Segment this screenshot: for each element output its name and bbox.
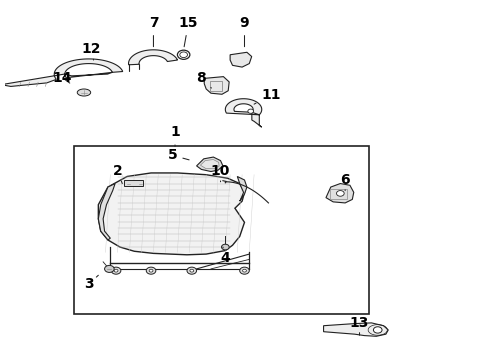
Text: 8: 8 — [196, 71, 211, 88]
Text: 11: 11 — [254, 88, 280, 104]
Text: 14: 14 — [53, 71, 72, 85]
Circle shape — [189, 269, 193, 272]
Bar — [209, 81, 222, 91]
Text: 3: 3 — [84, 275, 98, 291]
Polygon shape — [98, 173, 244, 255]
Circle shape — [373, 327, 381, 333]
Circle shape — [221, 244, 229, 250]
Text: 4: 4 — [220, 247, 230, 265]
Polygon shape — [225, 99, 261, 127]
Polygon shape — [128, 50, 177, 65]
Polygon shape — [98, 184, 115, 240]
Circle shape — [186, 267, 196, 274]
Bar — [74, 147, 368, 314]
Text: 5: 5 — [167, 148, 189, 162]
Polygon shape — [237, 176, 246, 201]
Polygon shape — [1, 59, 122, 86]
Ellipse shape — [77, 89, 90, 96]
Circle shape — [146, 267, 156, 274]
Text: 15: 15 — [178, 16, 198, 47]
Polygon shape — [323, 323, 387, 336]
Polygon shape — [204, 77, 229, 94]
Bar — [123, 180, 142, 186]
Circle shape — [114, 269, 118, 272]
Circle shape — [149, 269, 153, 272]
Bar — [329, 189, 346, 199]
Text: 13: 13 — [349, 316, 368, 335]
Text: 9: 9 — [239, 16, 249, 47]
Polygon shape — [230, 52, 251, 67]
Text: 2: 2 — [112, 164, 122, 184]
Polygon shape — [196, 157, 223, 171]
Circle shape — [242, 269, 246, 272]
Circle shape — [104, 265, 114, 273]
Polygon shape — [200, 159, 219, 169]
Text: 6: 6 — [340, 173, 349, 190]
Circle shape — [336, 190, 344, 196]
Text: 12: 12 — [81, 42, 101, 60]
Circle shape — [111, 267, 121, 274]
Text: 1: 1 — [170, 125, 180, 147]
Circle shape — [239, 267, 249, 274]
Text: 7: 7 — [148, 16, 158, 47]
Polygon shape — [325, 184, 353, 203]
Text: 10: 10 — [210, 164, 230, 182]
Circle shape — [247, 109, 253, 113]
